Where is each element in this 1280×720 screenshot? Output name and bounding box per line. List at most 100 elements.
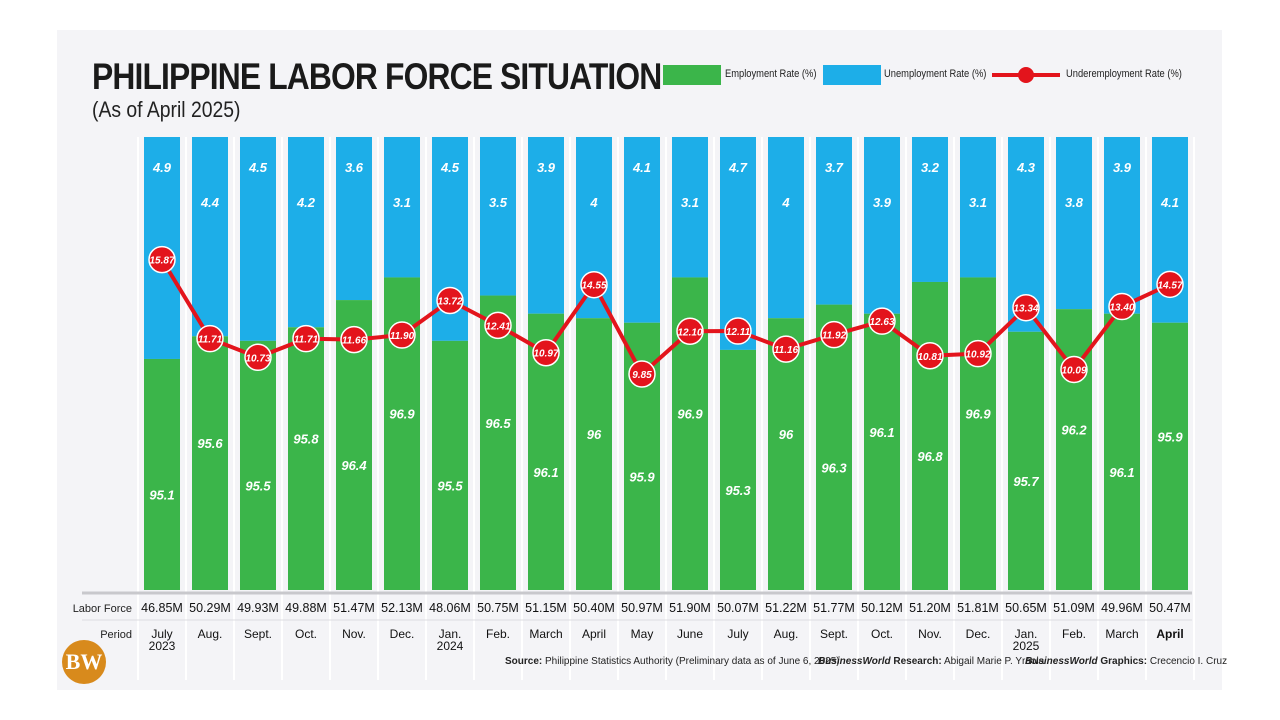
underemployment-label: 14.57 (1157, 280, 1182, 291)
unemployment-label: 4.5 (440, 160, 460, 175)
source-label: Source: (505, 656, 543, 667)
underemployment-label: 13.72 (437, 296, 462, 307)
research-credit: BusinessWorld Research: Abigail Marie P.… (818, 656, 1044, 667)
unemployment-label: 3.9 (537, 160, 556, 175)
unemployment-label: 3.1 (969, 195, 987, 210)
unemployment-bar (384, 137, 420, 278)
unemployment-label: 4 (589, 195, 598, 210)
underemployment-label: 9.85 (632, 370, 652, 381)
period-label: Feb. (1062, 627, 1086, 641)
research-brand: BusinessWorld (818, 656, 891, 667)
underemployment-label: 11.71 (294, 335, 319, 346)
labor-force-value: 51.90M (669, 601, 711, 615)
unemployment-label: 3.9 (1113, 160, 1132, 175)
unemployment-bar (192, 137, 228, 337)
employment-bar (1152, 322, 1188, 590)
unemployment-bar (864, 137, 900, 314)
period-label: Jan. 2025 (1013, 627, 1040, 653)
employment-bar (192, 336, 228, 590)
chart-subtitle: (As of April 2025) (92, 97, 241, 122)
employment-bar (816, 304, 852, 590)
employment-label: 95.8 (293, 432, 319, 447)
labor-force-value: 49.96M (1101, 601, 1143, 615)
employment-bar (912, 281, 948, 590)
employment-label: 95.1 (149, 487, 174, 502)
underemployment-point (820, 320, 848, 349)
legend-label-employment: Employment Rate (%) (725, 68, 817, 80)
labor-force-value: 50.29M (189, 601, 231, 615)
underemployment-label: 10.09 (1061, 365, 1086, 376)
period-label-line: April (1156, 627, 1183, 641)
unemployment-label: 4.5 (248, 160, 268, 175)
graphics-label: Graphics: (1097, 656, 1148, 667)
source-text: Philippine Statistics Authority (Prelimi… (542, 656, 840, 667)
period-label-line: 2025 (1013, 639, 1040, 653)
source-note: Source: Philippine Statistics Authority … (505, 656, 840, 667)
period-label-line: Oct. (871, 627, 893, 641)
underemployment-point (1108, 292, 1136, 321)
employment-bar (432, 340, 468, 590)
unemployment-label: 4.1 (1160, 195, 1179, 210)
period-label: June (677, 627, 703, 641)
period-label: Nov. (342, 627, 366, 641)
period-label-line: March (1105, 627, 1138, 641)
underemployment-label: 15.87 (149, 256, 174, 267)
unemployment-label: 4.1 (632, 160, 651, 175)
employment-label: 95.3 (725, 483, 751, 498)
legend-swatch-underemployment (992, 67, 1060, 83)
period-row-label: Period (100, 629, 132, 641)
period-label-line: April (582, 627, 606, 641)
legend-swatch-employment (663, 65, 721, 85)
employment-label: 96.3 (821, 460, 847, 475)
unemployment-label: 4.4 (200, 195, 220, 210)
businessworld-logo: BW (62, 640, 106, 684)
unemployment-bar (720, 137, 756, 350)
labor-force-value: 50.65M (1005, 601, 1047, 615)
unemployment-label: 3.5 (489, 195, 508, 210)
labor-force-value: 50.75M (477, 601, 519, 615)
graphics-credit: BusinessWorld Graphics: Crecencio I. Cru… (1025, 656, 1227, 667)
underemployment-point (772, 335, 800, 363)
underemployment-label: 13.34 (1013, 304, 1038, 315)
period-label: Oct. (871, 627, 893, 641)
labor-force-value: 46.85M (141, 601, 183, 615)
employment-bar (960, 277, 996, 590)
unemployment-bar (240, 137, 276, 341)
period-label-line: 2024 (437, 639, 464, 653)
unemployment-bar (816, 137, 852, 305)
underemployment-label: 12.10 (677, 327, 702, 338)
employment-bar (288, 327, 324, 590)
unemployment-bar (480, 137, 516, 296)
underemployment-point (196, 324, 224, 353)
labor-force-value: 51.09M (1053, 601, 1095, 615)
period-label: Feb. (486, 627, 510, 641)
unemployment-label: 4 (781, 195, 790, 210)
employment-label: 95.5 (245, 478, 271, 493)
employment-bar (480, 295, 516, 590)
unemployment-label: 4.3 (1016, 160, 1036, 175)
period-label-line: July (727, 627, 748, 641)
period-label: Jan. 2024 (437, 627, 464, 653)
employment-bar (864, 313, 900, 590)
employment-label: 95.9 (629, 469, 655, 484)
period-label: Nov. (918, 627, 942, 641)
underemployment-label: 10.97 (533, 349, 558, 360)
period-label-line: Nov. (342, 627, 366, 641)
underemployment-point (580, 270, 608, 299)
employment-label: 95.9 (1157, 429, 1183, 444)
unemployment-bar (1056, 137, 1092, 310)
period-label: May (631, 627, 654, 641)
period-label-line: Aug. (774, 627, 799, 641)
employment-bar (720, 349, 756, 590)
employment-bar (576, 318, 612, 590)
underemployment-label: 12.63 (869, 317, 894, 328)
underemployment-point (484, 311, 512, 340)
unemployment-bar (768, 137, 804, 319)
underemployment-label: 10.92 (965, 350, 990, 361)
unemployment-bar (960, 137, 996, 278)
employment-label: 96 (587, 427, 602, 442)
period-label-line: Nov. (918, 627, 942, 641)
period-label-line: Dec. (390, 627, 415, 641)
employment-label: 96.1 (1109, 465, 1134, 480)
